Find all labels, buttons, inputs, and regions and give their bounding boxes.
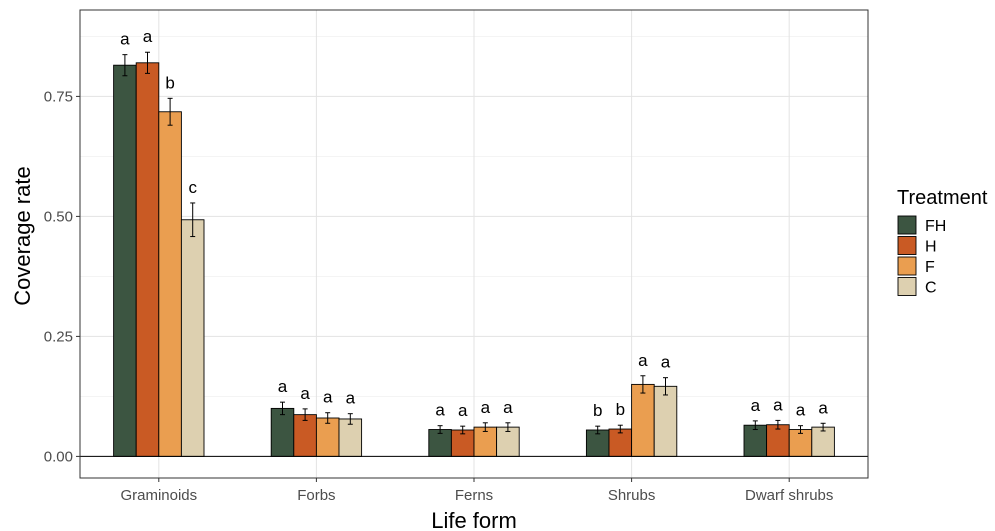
significance-label: a: [751, 396, 761, 415]
significance-label: a: [120, 30, 130, 49]
bar: [811, 426, 835, 457]
significance-label: a: [346, 389, 356, 408]
legend-key: [897, 277, 917, 296]
significance-label: a: [796, 401, 806, 420]
legend-label: H: [925, 239, 937, 256]
legend-label: FH: [925, 218, 946, 235]
significance-label: b: [165, 73, 174, 92]
significance-label: a: [435, 401, 445, 420]
legend: Treatment FH HFC: [897, 187, 988, 297]
significance-label: b: [616, 400, 625, 419]
bar: [158, 111, 182, 457]
x-tick-label: Graminoids: [120, 487, 197, 504]
significance-label: a: [818, 398, 828, 417]
bar: [135, 62, 160, 457]
significance-label: b: [593, 401, 602, 420]
bar: [631, 383, 655, 457]
y-axis-title: Coverage rate: [10, 166, 35, 305]
bar: [113, 64, 137, 457]
significance-label: a: [300, 384, 310, 403]
axes-group: 0.00 0.25 0.50 0.75 Graminoids Forbs Ferns Shru…: [44, 9, 869, 504]
legend-label: C: [925, 280, 937, 297]
legend-key: [897, 256, 917, 276]
significance-label: a: [661, 353, 671, 372]
x-tick-label: Ferns: [455, 487, 493, 504]
y-tick-label: 0.50: [44, 208, 73, 225]
x-tick-label: Forbs: [297, 487, 335, 504]
significance-label: a: [143, 27, 153, 46]
significance-label: c: [188, 178, 197, 197]
legend-key: [897, 236, 917, 255]
bar: [270, 407, 295, 457]
bar: [293, 414, 317, 457]
significance-label: a: [323, 388, 333, 407]
x-axis-title: Life form: [431, 508, 517, 531]
significance-label: a: [638, 351, 648, 370]
y-tick-label: 0.25: [44, 328, 73, 345]
grid-lines: [80, 10, 868, 478]
x-tick-label: Shrubs: [608, 487, 656, 504]
significance-label: a: [458, 401, 468, 420]
y-tick-label: 0.00: [44, 448, 73, 465]
y-tick-label: 0.75: [44, 88, 73, 105]
significance-label: a: [773, 395, 783, 414]
significance-label: a: [278, 377, 288, 396]
bar: [653, 385, 678, 457]
legend-key: [897, 215, 917, 235]
significance-label: a: [481, 398, 491, 417]
x-tick-label: Dwarf shrubs: [745, 487, 833, 504]
legend-title: Treatment: [897, 187, 988, 209]
bar: [180, 219, 205, 457]
significance-label: a: [503, 398, 513, 417]
legend-label: F: [925, 259, 935, 276]
